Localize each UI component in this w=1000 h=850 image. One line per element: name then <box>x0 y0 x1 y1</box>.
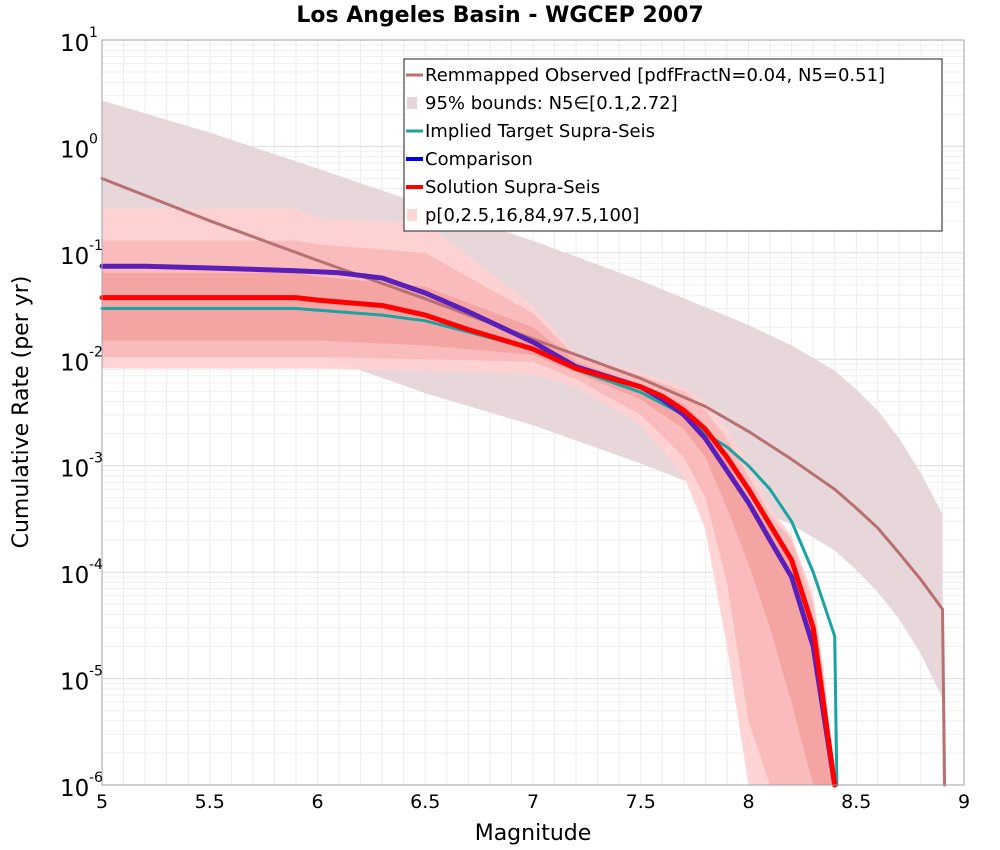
y-axis-label: Cumulative Rate (per yr) <box>9 276 34 549</box>
y-tick-label-exponent: -5 <box>89 664 103 680</box>
x-tick-label: 9 <box>958 791 970 813</box>
y-tick-label-base: 10 <box>60 31 89 57</box>
legend-label: Comparison <box>425 149 533 170</box>
series-line-1 <box>100 307 839 787</box>
x-tick-label: 7 <box>527 791 539 813</box>
y-tick-label-exponent: -4 <box>89 557 103 573</box>
band-3 <box>102 272 835 785</box>
series-line-0 <box>100 177 947 787</box>
legend-box <box>403 58 943 232</box>
x-tick-label: 6.5 <box>410 791 440 813</box>
legend-label: p[0,2.5,16,84,97.5,100] <box>425 205 639 226</box>
y-tick-label-exponent: -2 <box>89 344 103 360</box>
x-tick-label: 7.5 <box>626 791 656 813</box>
x-axis-label: Magnitude <box>475 821 592 846</box>
legend-label: Solution Supra-Seis <box>425 177 600 198</box>
legend-swatch-band <box>407 97 417 109</box>
legend-label: Implied Target Supra-Seis <box>425 121 655 142</box>
legend-label: 95% bounds: N5∈[0.1,2.72] <box>425 93 678 114</box>
y-tick-label-exponent: 0 <box>89 131 98 147</box>
y-tick-label-base: 10 <box>60 563 89 589</box>
legend-swatch-band <box>407 209 417 221</box>
y-tick-label-exponent: -3 <box>89 451 103 467</box>
x-tick-label: 5.5 <box>195 791 225 813</box>
y-tick-label-base: 10 <box>60 776 89 802</box>
legend-label: Remmapped Observed [pdfFractN=0.04, N5=0… <box>425 65 885 86</box>
x-tick-label: 5 <box>96 791 108 813</box>
x-tick-label: 8 <box>742 791 754 813</box>
y-tick-label-base: 10 <box>60 457 89 483</box>
legend: Remmapped Observed [pdfFractN=0.04, N5=0… <box>403 58 943 232</box>
x-tick-labels: 5 5.5 6 6.5 7 7.5 8 8.5 9 <box>96 791 970 813</box>
x-tick-label: 6 <box>311 791 323 813</box>
y-tick-label-base: 10 <box>60 244 89 270</box>
chart-title: Los Angeles Basin - WGCEP 2007 <box>296 3 703 28</box>
y-tick-label-exponent: -6 <box>89 770 103 786</box>
y-tick-label-exponent: 1 <box>89 25 98 41</box>
y-tick-label-base: 10 <box>60 137 89 163</box>
plot-frame <box>101 39 965 786</box>
x-tick-label: 8.5 <box>841 791 871 813</box>
y-tick-label-base: 10 <box>60 350 89 376</box>
series <box>99 177 947 788</box>
series-line-3 <box>99 295 838 788</box>
y-tick-label-base: 10 <box>60 670 89 696</box>
y-tick-label-exponent: -1 <box>89 238 103 254</box>
